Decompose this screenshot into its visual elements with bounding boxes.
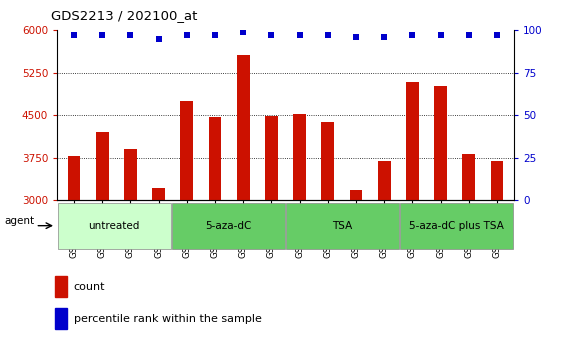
FancyBboxPatch shape bbox=[286, 203, 399, 249]
Point bbox=[70, 32, 79, 38]
Point bbox=[126, 32, 135, 38]
Point bbox=[351, 34, 360, 40]
Bar bbox=[321, 122, 334, 200]
FancyBboxPatch shape bbox=[172, 203, 285, 249]
Point bbox=[436, 32, 445, 38]
Bar bbox=[237, 55, 250, 200]
Text: count: count bbox=[74, 282, 105, 292]
Bar bbox=[152, 188, 165, 200]
Text: GDS2213 / 202100_at: GDS2213 / 202100_at bbox=[51, 9, 198, 22]
Text: 5-aza-dC: 5-aza-dC bbox=[205, 221, 252, 231]
Bar bbox=[490, 161, 503, 200]
Point bbox=[464, 32, 473, 38]
Point bbox=[295, 32, 304, 38]
Point bbox=[267, 32, 276, 38]
Bar bbox=[55, 308, 67, 329]
FancyBboxPatch shape bbox=[400, 203, 513, 249]
Point bbox=[492, 32, 501, 38]
Point bbox=[182, 32, 191, 38]
Bar bbox=[124, 149, 137, 200]
Text: percentile rank within the sample: percentile rank within the sample bbox=[74, 314, 262, 324]
Bar bbox=[378, 161, 391, 200]
Point bbox=[211, 32, 220, 38]
Bar bbox=[68, 156, 81, 200]
Bar bbox=[406, 82, 419, 200]
Point bbox=[154, 36, 163, 41]
Bar bbox=[96, 132, 108, 200]
Bar bbox=[208, 117, 222, 200]
Point bbox=[380, 34, 389, 40]
Bar bbox=[463, 154, 475, 200]
Bar bbox=[55, 276, 67, 297]
Text: agent: agent bbox=[5, 216, 35, 226]
Point bbox=[239, 29, 248, 35]
Point bbox=[323, 32, 332, 38]
Bar bbox=[434, 86, 447, 200]
Point bbox=[98, 32, 107, 38]
Text: TSA: TSA bbox=[332, 221, 353, 231]
Bar bbox=[180, 101, 193, 200]
Point bbox=[408, 32, 417, 38]
Bar bbox=[265, 116, 278, 200]
Text: 5-aza-dC plus TSA: 5-aza-dC plus TSA bbox=[409, 221, 504, 231]
Bar bbox=[349, 190, 363, 200]
FancyBboxPatch shape bbox=[58, 203, 171, 249]
Bar bbox=[293, 114, 306, 200]
Text: untreated: untreated bbox=[89, 221, 140, 231]
